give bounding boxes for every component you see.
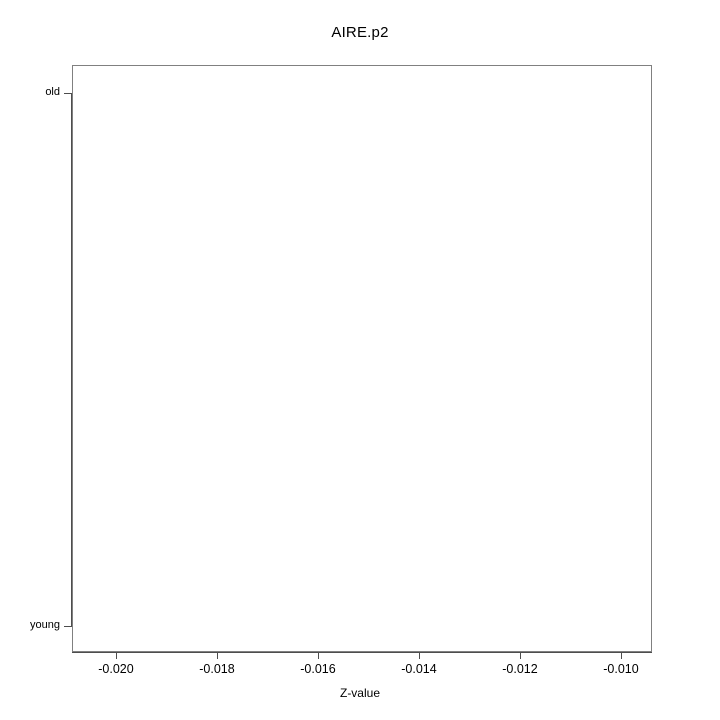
y-tick-label-old: old xyxy=(45,86,60,98)
x-tick-label: -0.010 xyxy=(603,662,639,676)
x-tick-label: -0.014 xyxy=(401,662,437,676)
x-tick-label: -0.016 xyxy=(300,662,336,676)
x-axis-line xyxy=(72,652,652,654)
x-tick xyxy=(217,652,219,659)
x-tick xyxy=(116,652,118,659)
plot-frame xyxy=(72,65,652,652)
y-tick-label-young: young xyxy=(30,619,60,631)
x-tick xyxy=(419,652,421,659)
x-tick xyxy=(621,652,623,659)
y-tick-labels: old young xyxy=(0,0,60,720)
x-tick xyxy=(318,652,320,659)
y-tick xyxy=(64,93,72,95)
chart-title: AIRE.p2 xyxy=(331,24,389,41)
x-tick-label: -0.018 xyxy=(199,662,235,676)
x-tick-label: -0.020 xyxy=(98,662,134,676)
x-axis-title: Z-value xyxy=(339,686,380,700)
x-tick xyxy=(520,652,522,659)
y-tick xyxy=(64,626,72,628)
y-axis-line xyxy=(71,93,73,627)
x-tick-label: -0.012 xyxy=(502,662,538,676)
